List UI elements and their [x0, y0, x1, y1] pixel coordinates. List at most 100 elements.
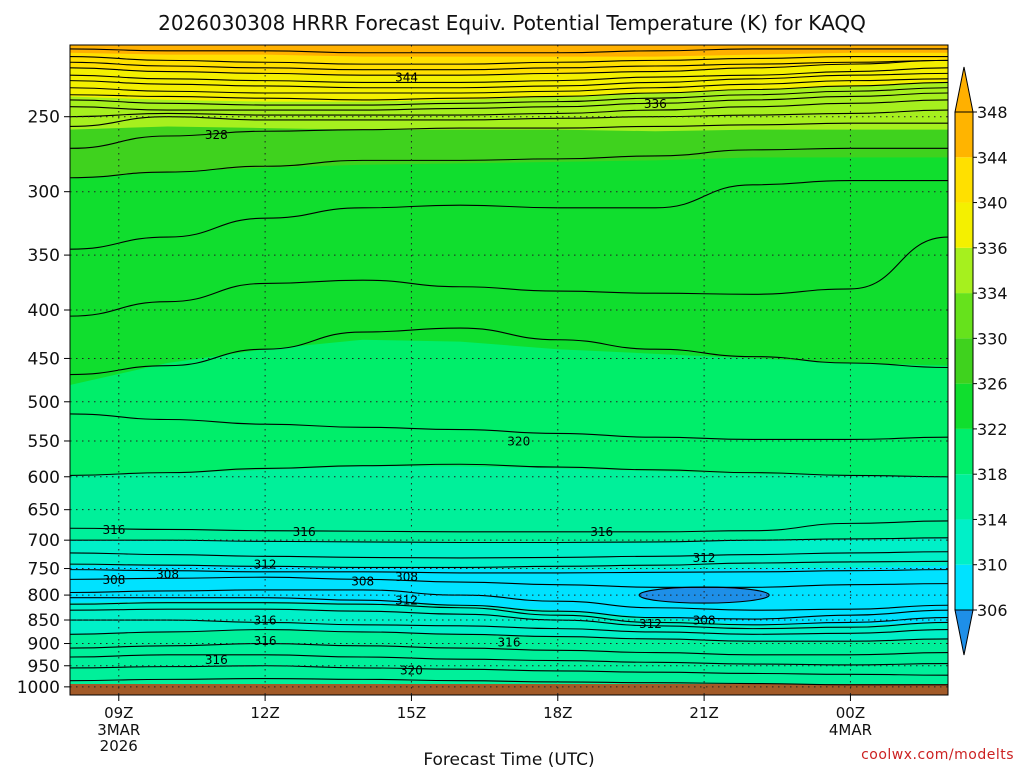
contour-label-10: 308 [156, 567, 179, 581]
contour-line-30 [70, 629, 948, 642]
colorbar-label: 326 [977, 375, 1008, 394]
contour-line-31 [70, 642, 948, 656]
contour-label-18: 316 [498, 636, 521, 650]
contour-label-text: 316 [102, 523, 125, 537]
contour-line-19 [70, 520, 948, 533]
colorbar-label: 310 [977, 556, 1008, 575]
contour-line-17 [70, 413, 948, 441]
contour-label-3: 320 [507, 434, 530, 448]
contour-label-19: 316 [205, 653, 228, 667]
contour-line-9 [70, 92, 948, 111]
y-tick-label: 800 [28, 586, 60, 606]
contour-label-0: 344 [395, 71, 418, 85]
y-tick-label: 900 [28, 635, 60, 655]
colorbar-label: 340 [977, 194, 1008, 213]
y-tick-label: 600 [28, 468, 60, 488]
contour-label-11: 308 [351, 574, 374, 588]
colorbar-swatch-310 [955, 519, 973, 565]
colorbar-label: 336 [977, 239, 1008, 258]
colorbar-label: 314 [977, 510, 1008, 529]
contour-label-14: 316 [254, 614, 277, 628]
contour-line-23 [70, 569, 948, 574]
y-tick-label: 1000 [17, 678, 60, 698]
colorbar-label: 348 [977, 103, 1008, 122]
y-tick-label: 650 [28, 501, 60, 521]
contour-label-text: 336 [644, 97, 667, 111]
contour-label-20: 320 [400, 664, 423, 678]
contour-line-13 [70, 147, 948, 179]
ground-strip [70, 684, 948, 695]
contour-label-text: 320 [400, 664, 423, 678]
contour-line-18 [70, 463, 948, 478]
y-tick-label: 350 [28, 246, 60, 266]
x-tick-label: 09Z [104, 704, 133, 722]
colorbar-swatch-336 [955, 202, 973, 248]
colorbar-label: 306 [977, 601, 1008, 620]
contour-label-text: 316 [498, 636, 521, 650]
contour-line-32 [70, 654, 948, 666]
colorbar-swatch-314 [955, 474, 973, 520]
y-tick-label: 500 [28, 393, 60, 413]
contour-label-9: 308 [102, 573, 125, 587]
contour-line-5 [70, 72, 948, 89]
colorbar-swatch-318 [955, 428, 973, 475]
x-tick-sublabel: 2026 [100, 737, 138, 755]
contour-label-text: 308 [351, 574, 374, 588]
x-tick-sublabel: 4MAR [829, 721, 872, 739]
contour-label-text: 344 [395, 71, 418, 85]
contour-label-15: 312 [639, 617, 662, 631]
colorbar-swatch-306 [955, 564, 973, 610]
x-tick-sublabel: 3MAR [97, 721, 140, 739]
contour-line-22 [70, 560, 948, 568]
contour-line-28 [70, 608, 948, 630]
contour-label-16: 308 [693, 614, 716, 628]
contour-label-text: 308 [395, 570, 418, 584]
x-tick-label: 18Z [543, 704, 572, 722]
contour-line-1 [70, 56, 948, 65]
contour-label-text: 312 [254, 558, 277, 572]
contour-line-11 [70, 109, 948, 128]
contour-label-text: 312 [693, 551, 716, 565]
contour-label-text: 328 [205, 128, 228, 142]
contour-line-12 [70, 122, 948, 149]
contour-label-7: 312 [254, 558, 277, 572]
y-tick-label: 750 [28, 560, 60, 580]
colorbar-under-arrow [954, 609, 974, 656]
contour-label-13: 312 [395, 594, 418, 608]
contour-label-text: 316 [590, 525, 613, 539]
contour-line-16 [70, 327, 948, 376]
contour-line-4 [70, 67, 948, 83]
contour-line-20 [70, 537, 948, 544]
contour-label-text: 312 [639, 617, 662, 631]
contour-label-8: 312 [693, 551, 716, 565]
colorbar-swatch-340 [955, 157, 973, 203]
contour-line-33 [70, 665, 948, 676]
contour-label-text: 316 [293, 525, 316, 539]
contour-label-text: 308 [693, 614, 716, 628]
contour-label-text: 312 [395, 594, 418, 608]
colorbar-label: 330 [977, 329, 1008, 348]
contour-label-text: 320 [507, 434, 530, 448]
contour-line-25 [70, 589, 948, 611]
contour-label-text: 316 [205, 653, 228, 667]
contour-line-2 [70, 59, 948, 71]
x-tick-label: 15Z [397, 704, 426, 722]
credit-text: coolwx.com/modelts [861, 747, 1014, 763]
x-tick-label: 21Z [689, 704, 718, 722]
contour-line-layer [70, 48, 948, 686]
contour-label-text: 308 [102, 573, 125, 587]
contour-line-10 [70, 99, 948, 118]
contour-line-6 [70, 78, 948, 94]
x-axis-label: Forecast Time (UTC) [423, 750, 594, 768]
contour-line-3 [70, 59, 948, 76]
contour-label-text: 316 [254, 634, 277, 648]
colorbar-swatch-326 [955, 338, 973, 384]
contour-line-0 [70, 48, 948, 54]
y-tick-label: 300 [28, 183, 60, 203]
fill-band-306 [639, 587, 770, 604]
colorbar-swatch-322 [955, 383, 973, 429]
y-tick-label: 700 [28, 531, 60, 551]
y-tick-label: 400 [28, 301, 60, 321]
y-axis: 250 300 350 400 450 500 550 600 650 700 750 800 850 9… [17, 108, 70, 698]
